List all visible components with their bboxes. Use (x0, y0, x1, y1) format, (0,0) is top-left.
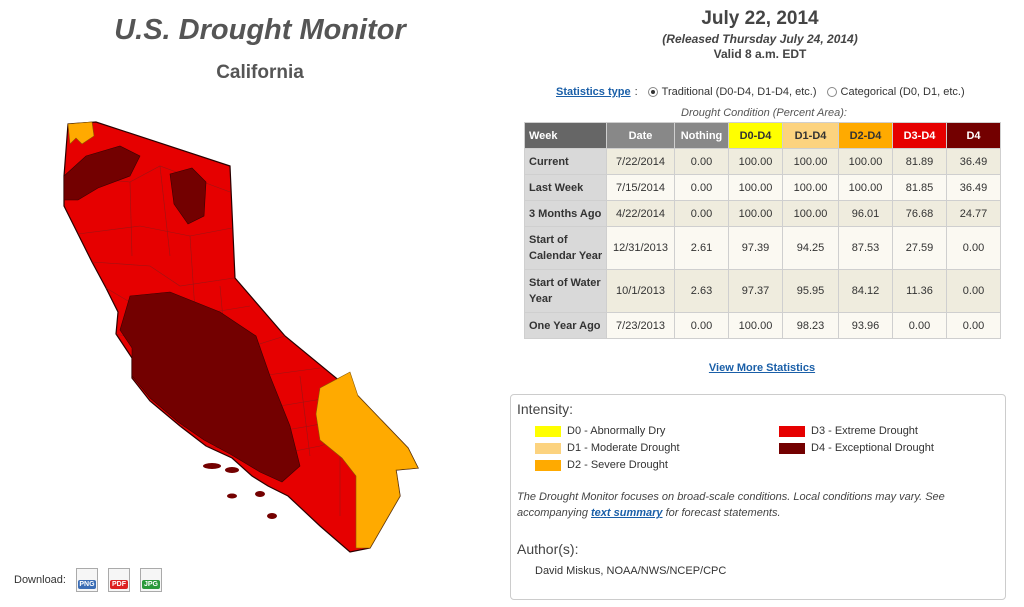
table-row: Last Week 7/15/2014 0.00 100.00 100.00 1… (524, 174, 1001, 201)
statistics-type-selector: Statistics type: Traditional (D0-D4, D1-… (556, 86, 965, 98)
release-date: (Released Thursday July 24, 2014) (662, 32, 858, 46)
jpg-download-icon[interactable]: JPG (139, 568, 162, 592)
map-date: July 22, 2014 (701, 8, 819, 29)
region-name: California (216, 62, 304, 83)
text-summary-link[interactable]: text summary (591, 507, 663, 519)
table-row: 3 Months Ago 4/22/2014 0.00 100.00 100.0… (524, 200, 1001, 227)
author-name: David Miskus, NOAA/NWS/NCEP/CPC (535, 565, 727, 577)
col-nothing: Nothing (674, 122, 729, 149)
col-d3-d4: D3-D4 (892, 122, 947, 149)
d4-region-central (119, 291, 301, 483)
date-block: July 22, 2014 (Released Thursday July 24… (540, 8, 980, 61)
col-date: Date (606, 122, 675, 149)
d0-swatch (535, 425, 561, 437)
author-heading: Author(s): (517, 541, 579, 557)
d2-swatch (535, 459, 561, 471)
col-week: Week (524, 122, 607, 149)
col-d4: D4 (946, 122, 1001, 149)
legend-item-d0: D0 - Abnormally Dry (535, 425, 665, 437)
drought-map (63, 121, 419, 553)
col-d2-d4: D2-D4 (838, 122, 893, 149)
d4-region-northeast (169, 167, 207, 225)
download-bar: Download: PNG PDF JPG (14, 568, 162, 592)
legend-item-d3: D3 - Extreme Drought (779, 425, 918, 437)
d2-region (315, 371, 419, 549)
d4-swatch (779, 442, 805, 454)
categorical-label: Categorical (D0, D1, etc.) (840, 86, 965, 98)
legend-item-d1: D1 - Moderate Drought (535, 442, 680, 454)
traditional-label: Traditional (D0-D4, D1-D4, etc.) (661, 86, 817, 98)
col-d1-d4: D1-D4 (782, 122, 839, 149)
traditional-radio[interactable] (647, 87, 658, 97)
d3-swatch (779, 425, 805, 437)
legend-item-d4: D4 - Exceptional Drought (779, 442, 934, 454)
intensity-heading: Intensity: (517, 401, 574, 417)
valid-time: Valid 8 a.m. EDT (713, 47, 807, 61)
channel-islands (203, 463, 277, 519)
table-row: Start of Calendar Year 12/31/2013 2.61 9… (524, 226, 1001, 270)
legend-item-d2: D2 - Severe Drought (535, 459, 668, 471)
table-header-row: Week Date Nothing D0-D4 D1-D4 D2-D4 D3-D… (524, 122, 1001, 149)
table-row: Current 7/22/2014 0.00 100.00 100.00 100… (524, 148, 1001, 175)
statistics-type-link[interactable]: Statistics type (556, 86, 631, 98)
legend-note: The Drought Monitor focuses on broad-sca… (517, 491, 945, 519)
categorical-radio[interactable] (826, 87, 837, 97)
col-d0-d4: D0-D4 (728, 122, 783, 149)
pdf-download-icon[interactable]: PDF (107, 568, 130, 592)
table-row: Start of Water Year 10/1/2013 2.63 97.37… (524, 269, 1001, 313)
table-row: One Year Ago 7/23/2013 0.00 100.00 98.23… (524, 312, 1001, 339)
d2-north-patch (67, 121, 95, 145)
statistics-table: Week Date Nothing D0-D4 D1-D4 D2-D4 D3-D… (524, 122, 1001, 339)
legend-panel: Intensity: D0 - Abnormally Dry D1 - Mode… (510, 394, 1006, 600)
png-download-icon[interactable]: PNG (75, 568, 98, 592)
drought-condition-caption: Drought Condition (Percent Area): (681, 107, 847, 119)
d4-region-north (63, 145, 141, 201)
d1-swatch (535, 442, 561, 454)
view-more-statistics-link[interactable]: View More Statistics (708, 362, 816, 374)
page-title: U.S. Drought Monitor (114, 14, 406, 46)
download-label: Download: (14, 574, 66, 586)
